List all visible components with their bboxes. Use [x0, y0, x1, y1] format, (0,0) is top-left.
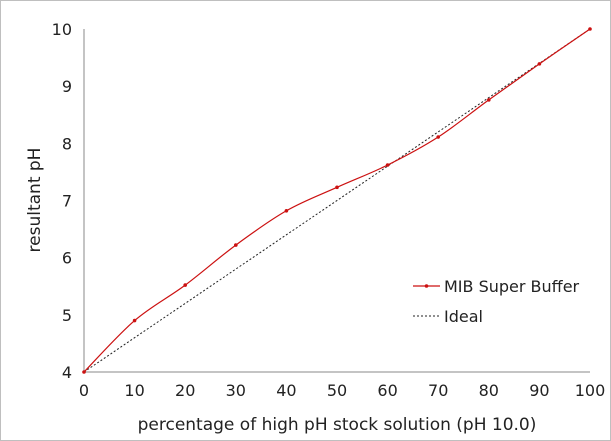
x-tick-label: 50 — [327, 381, 347, 400]
x-tick-label: 80 — [479, 381, 499, 400]
series-line-ideal — [83, 28, 591, 373]
y-axis-title: resultant pH — [25, 148, 45, 253]
x-axis-title: percentage of high pH stock solution (pH… — [138, 415, 537, 435]
data-point-mib-super-buffer — [234, 243, 238, 247]
x-tick-label: 90 — [529, 381, 549, 400]
y-tick-label: 8 — [62, 134, 72, 153]
legend: MIB Super Buffer Ideal — [413, 277, 580, 326]
y-tick-labels: 4 5 6 7 8 9 10 — [52, 20, 72, 382]
y-tick-label: 5 — [62, 306, 72, 325]
data-point-mib-super-buffer — [183, 283, 187, 287]
legend-label-ideal: Ideal — [444, 307, 483, 326]
series-layer — [82, 27, 592, 374]
y-tick-label: 6 — [62, 249, 72, 268]
data-point-mib-super-buffer — [436, 135, 441, 139]
y-tick-label: 4 — [62, 363, 72, 382]
y-tick-label: 7 — [62, 192, 72, 211]
data-point-mib-super-buffer — [487, 98, 491, 102]
data-point-mib-super-buffer — [284, 208, 289, 213]
y-tick-label: 10 — [52, 20, 72, 39]
data-point-mib-super-buffer — [335, 185, 339, 190]
legend-label-mib: MIB Super Buffer — [444, 277, 580, 296]
legend-marker-mib — [424, 284, 429, 288]
data-point-mib-super-buffer — [132, 318, 137, 323]
x-tick-labels: 0 10 20 30 40 50 60 70 80 90 100 — [79, 381, 605, 400]
data-point-mib-super-buffer — [537, 62, 542, 66]
data-point-mib-super-buffer — [385, 163, 390, 167]
x-tick-label: 100 — [575, 381, 606, 400]
x-tick-label: 10 — [124, 381, 144, 400]
x-tick-label: 20 — [175, 381, 195, 400]
x-tick-label: 60 — [377, 381, 397, 400]
data-point-mib-super-buffer — [82, 370, 86, 374]
y-tick-label: 9 — [62, 77, 72, 96]
data-point-mib-super-buffer — [588, 27, 592, 31]
x-tick-label: 0 — [79, 381, 89, 400]
x-tick-label: 40 — [276, 381, 296, 400]
x-tick-label: 70 — [428, 381, 448, 400]
x-tick-label: 30 — [226, 381, 246, 400]
